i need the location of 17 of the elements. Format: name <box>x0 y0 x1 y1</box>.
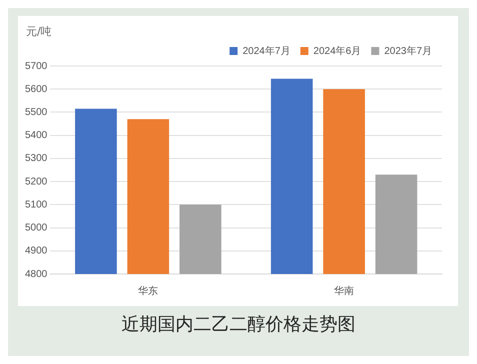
y-tick-label: 4800 <box>24 268 48 280</box>
y-tick-label: 5200 <box>24 176 48 188</box>
y-tick-label: 5600 <box>24 84 48 95</box>
y-tick-label: 5300 <box>24 153 48 164</box>
text: 近期国内二乙二醇价格走势图 <box>120 313 356 336</box>
legend-label: 2024年7月 <box>242 44 290 57</box>
y-axis-title: 元/吨 <box>26 24 52 39</box>
y-tick-label: 5100 <box>24 199 48 210</box>
x-tick-label: 华东 <box>138 284 158 297</box>
legend-label: 2024年6月 <box>313 44 362 57</box>
y-tick-label: 5500 <box>24 106 48 118</box>
y-tick-label: 5400 <box>24 130 48 142</box>
x-tick-label: 华南 <box>334 284 354 297</box>
y-tick-label: 4900 <box>24 246 48 257</box>
y-tick-label: 5700 <box>24 60 48 72</box>
legend-label: 2023年7月 <box>384 44 432 57</box>
y-tick-label: 5000 <box>24 222 48 234</box>
